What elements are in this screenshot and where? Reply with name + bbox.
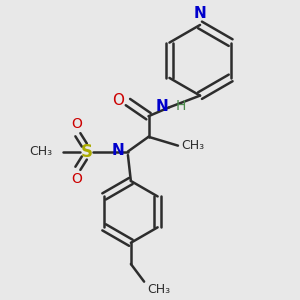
Text: N: N — [194, 6, 206, 21]
Text: H: H — [176, 99, 186, 113]
Text: CH₃: CH₃ — [147, 283, 170, 296]
Text: CH₃: CH₃ — [30, 145, 53, 158]
Text: O: O — [112, 93, 124, 108]
Text: O: O — [71, 172, 82, 186]
Text: N: N — [155, 99, 168, 114]
Text: N: N — [112, 143, 124, 158]
Text: CH₃: CH₃ — [182, 139, 205, 152]
Text: S: S — [81, 142, 93, 160]
Text: O: O — [71, 117, 82, 131]
